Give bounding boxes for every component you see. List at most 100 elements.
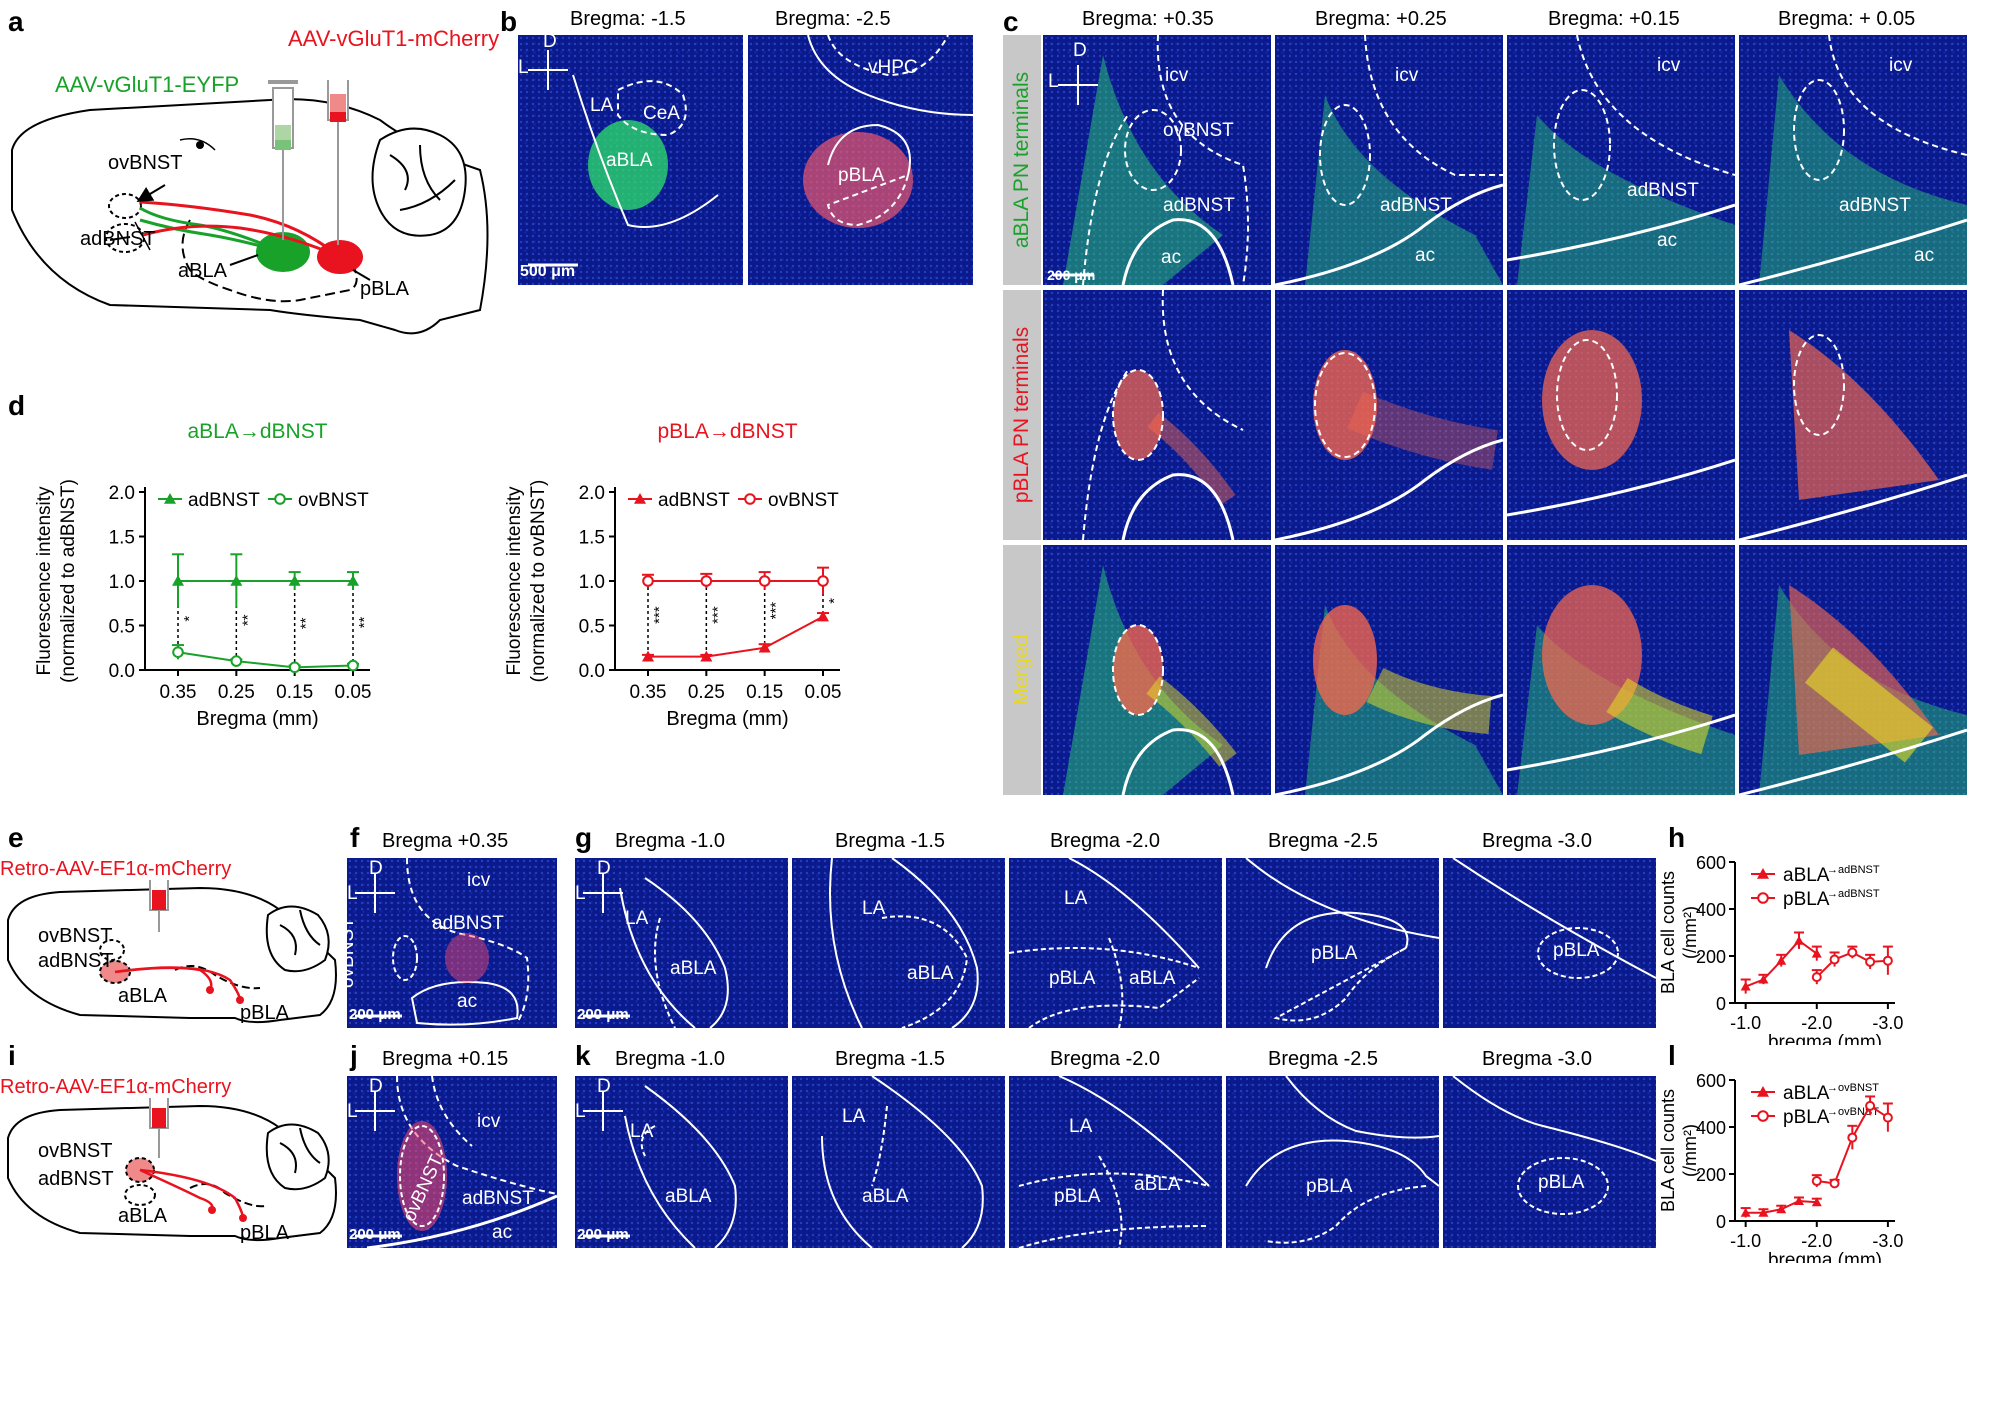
bregma-c-4: Bregma: + 0.05 <box>1778 8 1915 31</box>
label-abla-a: aBLA <box>178 260 227 283</box>
y-tick-label: 1.0 <box>579 572 605 593</box>
label-ac-f: ac <box>457 991 477 1013</box>
x-tick-label: 0.25 <box>688 682 725 703</box>
label-icv-c3: icv <box>1657 55 1680 77</box>
y-tick-label: 0 <box>1716 994 1726 1014</box>
data-point-pBLA <box>1813 973 1821 981</box>
significance-label: * <box>826 598 843 604</box>
dir-d-f: D <box>369 858 383 880</box>
label-ovbnst-i: ovBNST <box>38 1140 112 1163</box>
data-point-ovBNST <box>760 576 770 586</box>
dir-l-j: L <box>347 1101 358 1123</box>
data-point-pBLA <box>1848 948 1856 956</box>
label-icv-c4: icv <box>1889 55 1912 77</box>
label-adbnst-j: adBNST <box>462 1188 534 1210</box>
label-abla-k2: aBLA <box>862 1186 908 1208</box>
micrograph-pbla-injection: vHPC pBLA <box>748 35 973 285</box>
legend-label: aBLA <box>1783 865 1830 886</box>
y-tick-label: 0.0 <box>579 661 605 682</box>
label-abla-g1: aBLA <box>670 958 716 980</box>
bregma-c-2: Bregma: +0.25 <box>1315 8 1447 31</box>
series-line-ovBNST <box>178 652 353 667</box>
legend-superscript: →ovBNST <box>1827 1082 1879 1094</box>
significance-label: * <box>181 616 198 622</box>
data-point-ovBNST <box>290 663 300 673</box>
micrograph-k-4: pBLA <box>1226 1076 1439 1248</box>
label-adbnst-f: adBNST <box>432 913 504 935</box>
x-tick-label: 0.35 <box>630 682 667 703</box>
bregma-f: Bregma +0.35 <box>382 830 508 853</box>
data-point-ovBNST <box>702 576 712 586</box>
y-tick-label: 0.0 <box>109 661 135 682</box>
panel-letter-i: i <box>8 1040 16 1072</box>
data-point-ovBNST <box>173 647 183 657</box>
significance-label: ** <box>356 616 373 628</box>
micrograph-c-r3-c4 <box>1739 545 1967 795</box>
micrograph-f: D L icv adBNST ovBNST ac 200 μm <box>347 858 557 1028</box>
data-point-pBLA <box>1831 1179 1839 1187</box>
label-la-k3: LA <box>1069 1116 1092 1138</box>
label-pbla-k3: pBLA <box>1054 1186 1100 1208</box>
data-point-ovBNST <box>818 576 828 586</box>
label-pbla-a: pBLA <box>360 278 409 301</box>
micrograph-c-r3-c1 <box>1043 545 1271 795</box>
series-line-adBNST <box>648 617 823 657</box>
bregma-c-1: Bregma: +0.35 <box>1082 8 1214 31</box>
x-tick-label: -3.0 <box>1872 1231 1903 1251</box>
micrograph-c-r2-c3 <box>1507 290 1735 540</box>
micrograph-c-r3-c2 <box>1275 545 1503 795</box>
virus-label-e: Retro-AAV-EF1α-mCherry <box>0 858 231 881</box>
x-tick-label: -2.0 <box>1801 1013 1832 1033</box>
bregma-j: Bregma +0.15 <box>382 1048 508 1071</box>
x-axis-label: Bregma (mm) <box>196 708 318 730</box>
dir-l-f: L <box>347 883 358 905</box>
label-la-k2: LA <box>842 1106 865 1128</box>
label-ac-c1: ac <box>1161 247 1181 269</box>
micrograph-c-r3-c3 <box>1507 545 1735 795</box>
y-tick-label: 400 <box>1696 1118 1726 1138</box>
dir-l-c: L <box>1048 71 1059 93</box>
y-tick-label: 600 <box>1696 853 1726 873</box>
label-la-g1: LA <box>625 908 648 930</box>
dir-d-k: D <box>597 1076 611 1098</box>
significance-label: ** <box>298 617 315 629</box>
micrograph-j: D L icv adBNST ovBNST ac 200 μm <box>347 1076 557 1248</box>
legend-label: pBLA <box>1783 889 1830 910</box>
label-pbla-b: pBLA <box>838 165 884 187</box>
bregma-k-2: Bregma -1.5 <box>835 1048 945 1071</box>
virus-label-red: AAV-vGluT1-mCherry <box>288 26 499 52</box>
y-tick-label: 600 <box>1696 1071 1726 1091</box>
scale-bar-c: 200 μm <box>1047 267 1095 283</box>
panel-letter-a: a <box>8 6 24 38</box>
panel-letter-f: f <box>350 822 359 854</box>
micrograph-c-r2-c2 <box>1275 290 1503 540</box>
label-pbla-i: pBLA <box>240 1222 289 1245</box>
label-adbnst-c1: adBNST <box>1163 195 1235 217</box>
label-abla-e: aBLA <box>118 985 167 1008</box>
bregma-c-3: Bregma: +0.15 <box>1548 8 1680 31</box>
micrograph-g-4: pBLA <box>1226 858 1439 1028</box>
label-ovbnst-c1: ovBNST <box>1163 120 1234 142</box>
dir-d-j: D <box>369 1076 383 1098</box>
label-adbnst-c2: adBNST <box>1380 195 1452 217</box>
y-axis-label: BLA cell counts <box>1660 1089 1678 1212</box>
x-tick-label: 0.25 <box>218 682 255 703</box>
legend-superscript: →adBNST <box>1827 864 1880 876</box>
label-adbnst-e: adBNST <box>38 950 114 973</box>
bregma-b-2: Bregma: -2.5 <box>775 8 891 31</box>
scale-bar-k: 200 μm <box>577 1226 629 1243</box>
dir-l-k: L <box>575 1101 586 1123</box>
dir-l-b: L <box>518 57 529 79</box>
micrograph-g-2: LA aBLA <box>792 858 1005 1028</box>
dir-d-c: D <box>1073 40 1087 62</box>
y-tick-label: 2.0 <box>109 483 135 504</box>
label-adbnst-i: adBNST <box>38 1168 114 1191</box>
scale-bar-g: 200 μm <box>577 1006 629 1023</box>
y-tick-label: 0 <box>1716 1212 1726 1232</box>
y-tick-label: 0.5 <box>579 617 605 638</box>
panel-letter-d: d <box>8 390 25 422</box>
legend-marker <box>1758 1111 1768 1121</box>
scale-bar-b: 500 μm <box>520 263 575 281</box>
y-axis-label: Fluorescence intensity <box>504 486 525 676</box>
significance-label: *** <box>709 606 726 624</box>
